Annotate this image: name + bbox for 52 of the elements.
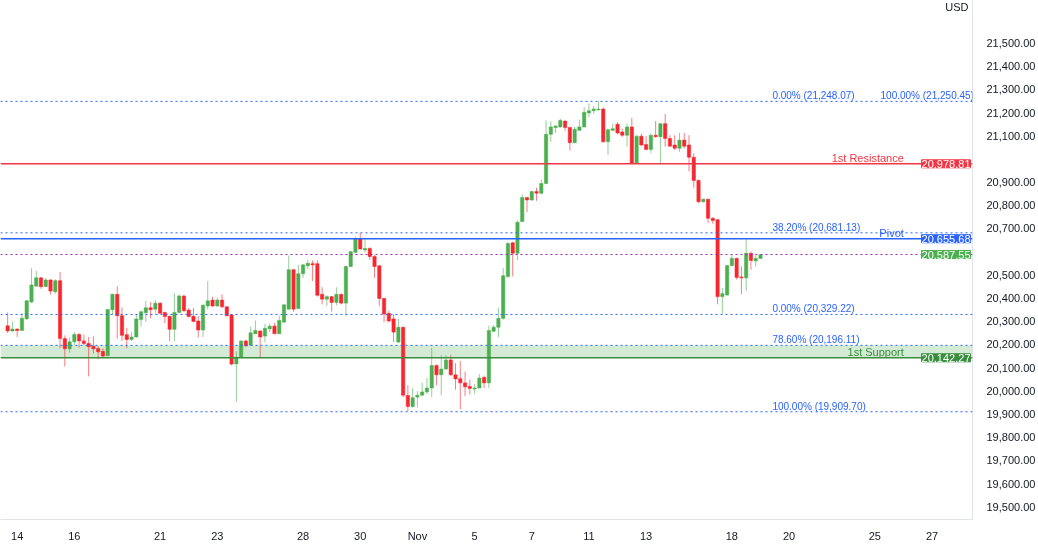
annotation: 100.00% (21,250.45) [880,89,974,101]
x-tick-label: 5 [471,529,478,542]
y-tick-label: 20,800.00 [986,199,1036,212]
y-tick-label: 20,900.00 [986,176,1036,189]
y-tick-label: 21,300.00 [986,83,1036,96]
ref-line-label: 1st Resistance [831,151,904,164]
y-tick-label: 19,900.00 [986,407,1036,420]
x-tick-label: 28 [296,529,310,542]
y-tick-label: 21,500.00 [986,36,1036,49]
candlestick [324,294,329,307]
y-tick-label: 19,500.00 [986,500,1036,513]
ref-line-label: Pivot [879,226,904,239]
x-tick-label: 27 [925,529,939,542]
x-tick-label: 14 [11,529,24,542]
y-tick-label: 21,100.00 [986,129,1036,142]
y-tick-label: 21,400.00 [986,60,1036,73]
ref-line-label: 100.00% (19,909.70) [772,400,866,412]
x-tick-label: 16 [68,529,81,542]
annotation: 20,978.81 [921,157,971,170]
y-tick-label: 20,400.00 [986,292,1036,305]
x-tick-label: 21 [154,529,167,542]
x-tick-label: 18 [725,529,739,542]
y-tick-label: 20,200.00 [986,338,1036,351]
candlestick [482,374,487,389]
annotation: 20,142.27 [921,351,971,364]
y-tick-label: 20,300.00 [986,315,1036,328]
ref-line-label: 78.60% (20,196.11) [772,334,860,346]
x-tick-label: 13 [640,529,653,542]
annotation: 20,655.68 [921,232,971,245]
ref-line-label: 38.20% (20,681.13) [772,221,861,233]
y-tick-label: 20,700.00 [986,222,1036,235]
x-tick-label: 20 [782,529,796,542]
y-tick-label: 19,800.00 [986,431,1036,444]
y-tick-label: 20,100.00 [986,361,1036,374]
ref-line-label: 1st Support [847,345,904,358]
y-tick-label: 20,000.00 [986,384,1036,397]
candlestick [525,196,529,213]
y-tick-label: 19,700.00 [986,454,1036,467]
ref-line-label: 0.00% (21,248.07) [772,90,855,102]
x-tick-label: 11 [583,529,595,542]
y-axis-title: USD [945,0,969,13]
x-tick-label: 25 [868,529,881,542]
x-tick-label: 23 [211,529,224,542]
y-tick-label: 19,600.00 [986,477,1036,490]
x-tick-label: 7 [528,529,535,542]
y-tick-label: 20,500.00 [986,268,1036,281]
candlestick [363,238,367,254]
y-tick-label: 21,200.00 [986,106,1036,119]
ref-line-label: 0.00% (20,329.22) [772,303,855,315]
annotation: 20,587.55 [921,248,971,261]
x-tick-label: Nov [407,529,428,542]
x-tick-label: 30 [354,529,367,542]
